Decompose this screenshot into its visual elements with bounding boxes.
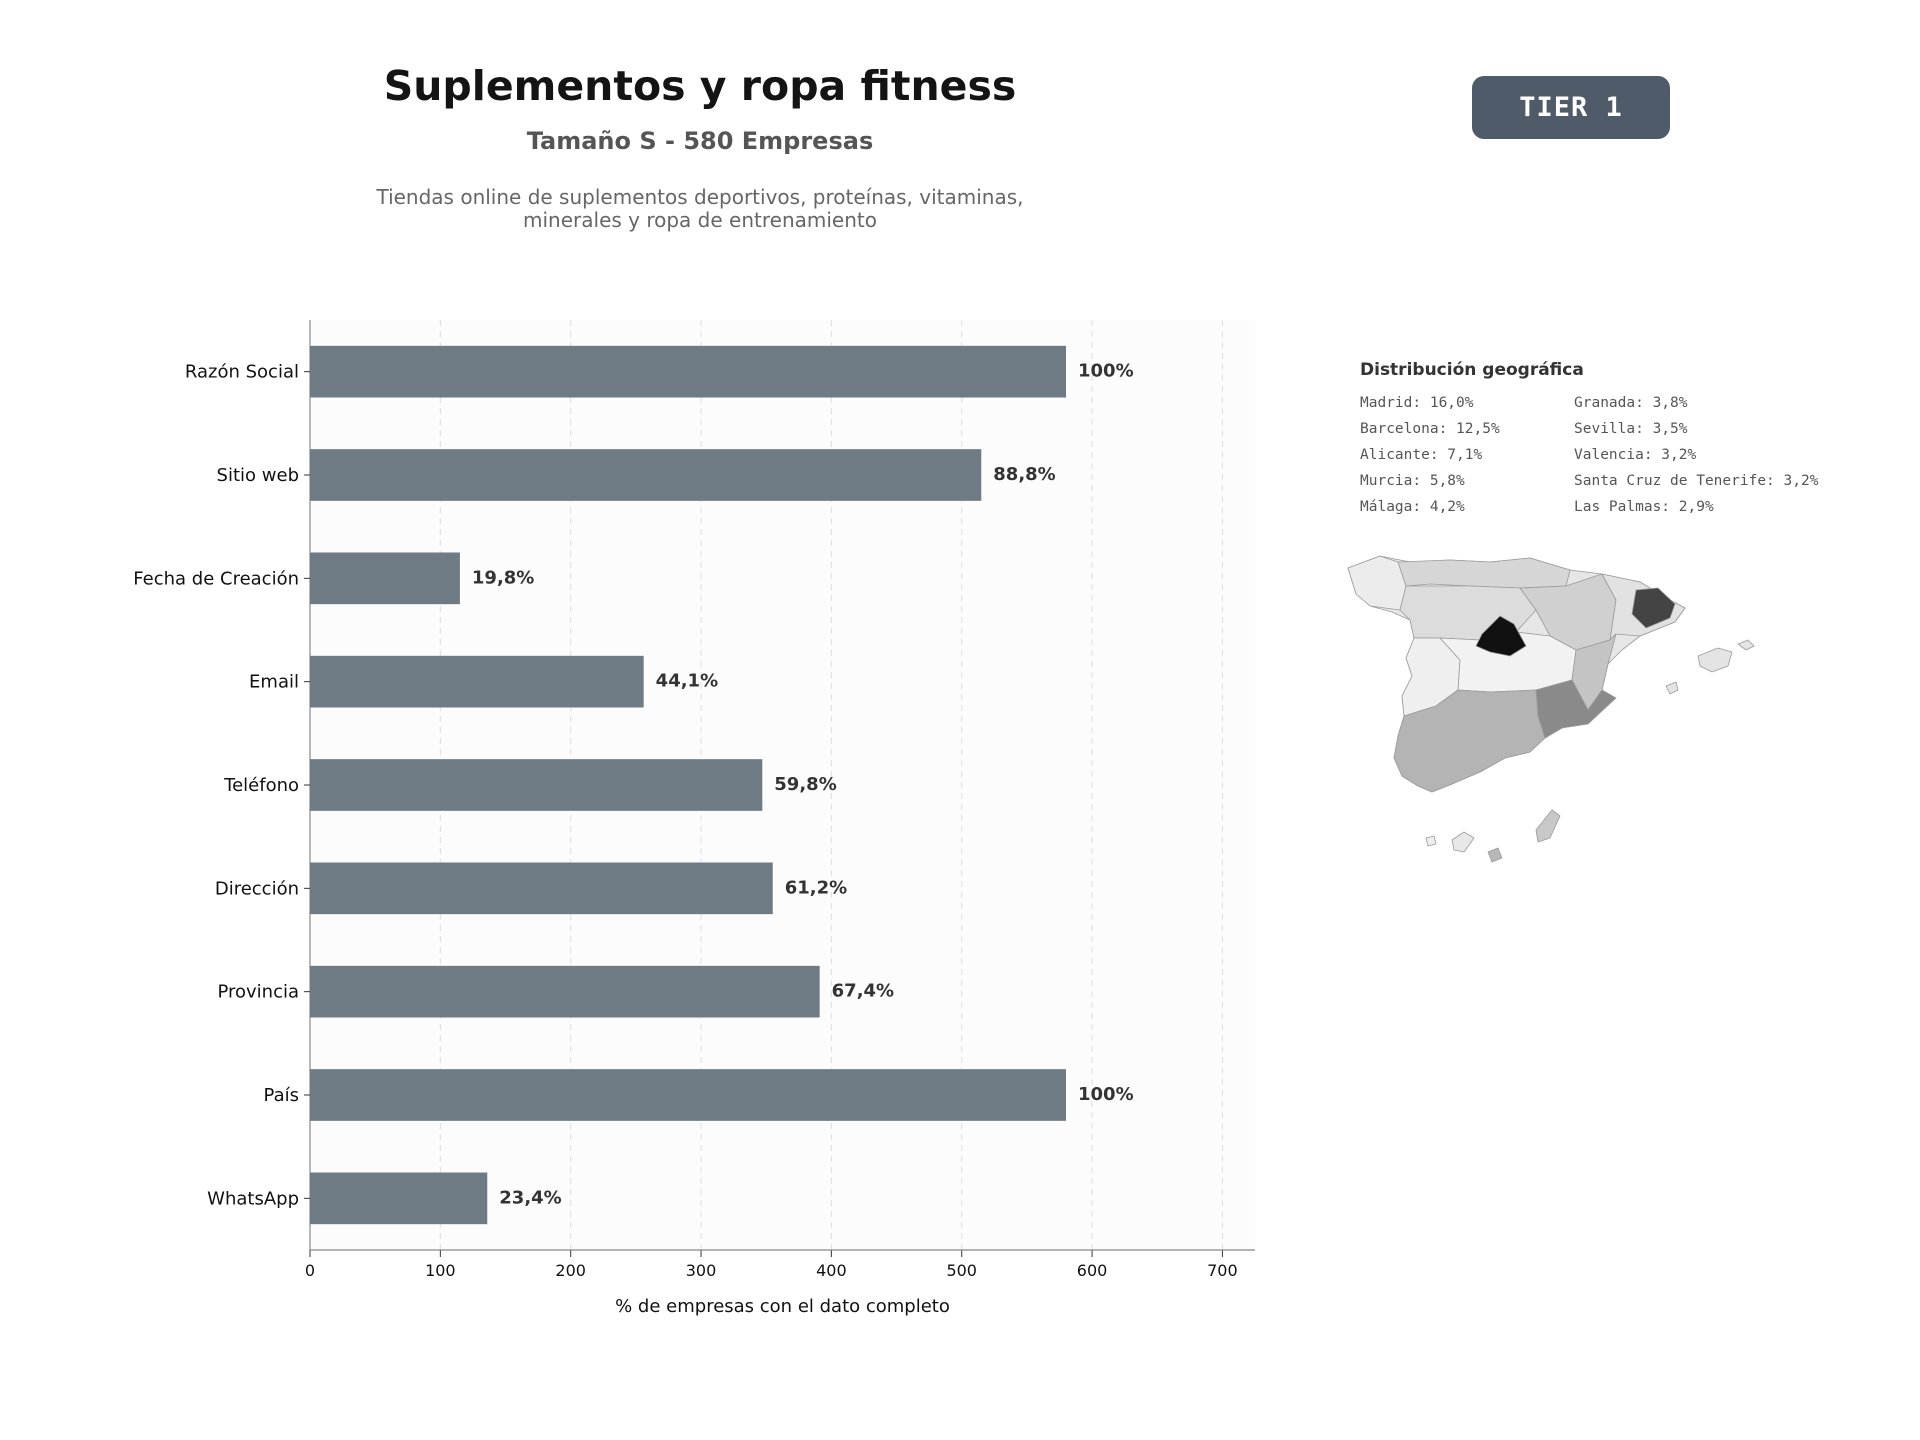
category-label: Dirección <box>215 878 299 899</box>
bar-chart: 0 100 200 300 400 500 600 700 Razón Social 100% Si… <box>133 320 1255 1317</box>
map-region-mallorca <box>1697 647 1733 673</box>
geo-distribution-panel: Distribución geográfica Madrid: 16,0% Gr… <box>1360 360 1900 516</box>
description-line-1: Tiendas online de suplementos deportivos… <box>376 185 1024 209</box>
bar <box>310 345 1066 398</box>
map-region-canarias-grancanaria <box>1487 847 1503 863</box>
geo-item: Alicante: 7,1% <box>1360 447 1483 463</box>
value-label: 23,4% <box>499 1187 561 1208</box>
map-region-canarias-east <box>1535 809 1561 843</box>
map-region-menorca <box>1737 639 1755 651</box>
bar <box>310 449 982 501</box>
value-label: 44,1% <box>656 671 718 692</box>
geo-item: Málaga: 4,2% <box>1360 499 1465 515</box>
bar <box>310 1172 488 1225</box>
page-title: Suplementos y ropa fitness <box>383 62 1017 110</box>
x-tick-label: 600 <box>1077 1261 1108 1280</box>
bar <box>310 759 763 811</box>
x-tick-label: 0 <box>305 1261 315 1280</box>
x-tick-label: 700 <box>1207 1261 1238 1280</box>
geo-item: Barcelona: 12,5% <box>1360 421 1500 437</box>
description-line-2: minerales y ropa de entrenamiento <box>523 208 877 232</box>
category-label: Email <box>249 672 299 693</box>
map-region-north <box>1397 557 1571 589</box>
value-label: 19,8% <box>472 567 534 588</box>
value-label: 61,2% <box>785 877 847 898</box>
x-tick-label: 300 <box>686 1261 717 1280</box>
value-label: 88,8% <box>993 464 1055 485</box>
category-label: Sitio web <box>217 465 299 486</box>
geo-title: Distribución geográfica <box>1360 360 1584 380</box>
value-label: 59,8% <box>774 774 836 795</box>
map-region-galicia <box>1347 555 1407 611</box>
category-label: Teléfono <box>223 775 299 796</box>
map-region-canarias-west <box>1451 831 1475 853</box>
map-region-canarias-small <box>1425 835 1437 847</box>
category-label: Provincia <box>217 982 299 1003</box>
value-label: 67,4% <box>832 981 894 1002</box>
map-region-madrid <box>1475 615 1527 657</box>
geo-item: Murcia: 5,8% <box>1360 473 1465 489</box>
tier-badge: TIER 1 <box>1472 76 1670 139</box>
bar <box>310 655 644 708</box>
x-tick-label: 200 <box>555 1261 586 1280</box>
map-region-ibiza <box>1665 681 1679 695</box>
geo-list: Madrid: 16,0% Granada: 3,8% Barcelona: 1… <box>1360 394 1900 516</box>
page-description: Tiendas online de suplementos deportivos… <box>350 186 1050 232</box>
geo-item: Madrid: 16,0% <box>1360 395 1474 411</box>
category-label: Razón Social <box>185 362 299 383</box>
value-label: 100% <box>1078 361 1134 382</box>
x-tick-label: 100 <box>425 1261 456 1280</box>
bar <box>310 965 820 1018</box>
value-label: 100% <box>1078 1084 1134 1105</box>
category-label: Fecha de Creación <box>133 568 299 589</box>
bar <box>310 862 773 915</box>
geo-item: Sevilla: 3,5% <box>1574 421 1688 437</box>
bar <box>310 1069 1066 1121</box>
geo-item: Las Palmas: 2,9% <box>1574 499 1714 515</box>
category-label: País <box>264 1085 299 1106</box>
category-label: WhatsApp <box>207 1188 299 1209</box>
map-region-barcelona <box>1631 587 1676 629</box>
map-region-alicante-murcia <box>1535 679 1617 739</box>
geo-item: Santa Cruz de Tenerife: 3,2% <box>1574 473 1819 489</box>
map-region-andalusia <box>1393 689 1546 793</box>
x-tick-label: 400 <box>816 1261 847 1280</box>
spain-province-map <box>1347 555 1755 863</box>
x-tick-label: 500 <box>946 1261 977 1280</box>
x-axis-title: % de empresas con el dato completo <box>615 1296 950 1317</box>
page-subtitle: Tamaño S - 580 Empresas <box>526 127 874 155</box>
bar <box>310 552 460 605</box>
geo-item: Valencia: 3,2% <box>1574 447 1697 463</box>
geo-item: Granada: 3,8% <box>1574 395 1688 411</box>
